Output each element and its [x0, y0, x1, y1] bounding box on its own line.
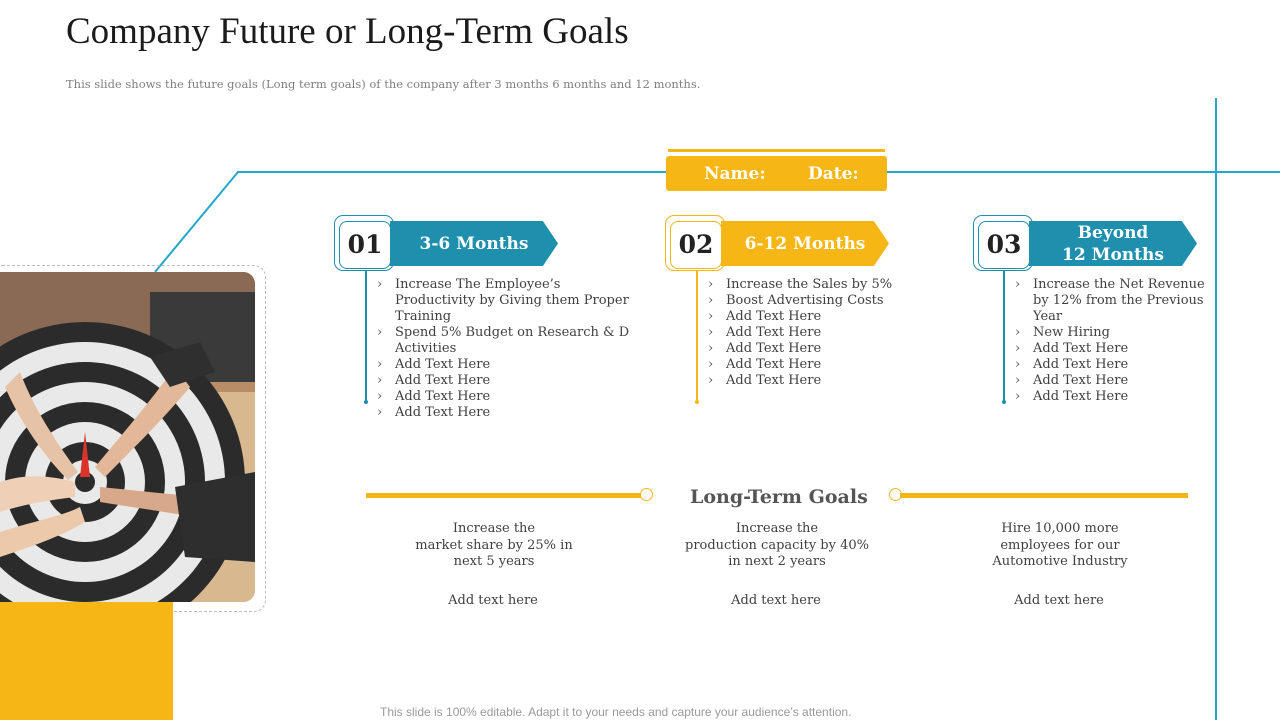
goal-3-add-text: Add text here	[1014, 593, 1104, 608]
list-item: Add Text Here	[1013, 373, 1213, 389]
long-term-goals-heading: Long-Term Goals	[690, 486, 868, 508]
goal-1-line-3: next 5 years	[453, 554, 535, 569]
top-horizontal-line-right	[887, 171, 1280, 173]
diagonal-line	[154, 171, 239, 273]
goal-2-line-3: in next 2 years	[728, 554, 826, 569]
phase-2-list: Increase the Sales by 5% Boost Advertisi…	[706, 277, 926, 389]
phase-2-vline	[696, 270, 698, 402]
phase-2-end-dot	[694, 400, 699, 404]
phase-1-vline	[365, 270, 367, 402]
list-item: Boost Advertising Costs	[706, 293, 926, 309]
list-item: Add Text Here	[375, 389, 635, 405]
phase-1-label: 3-6 Months	[419, 233, 529, 254]
dartboard-hands-photo	[0, 272, 255, 602]
phase-3-end-dot	[1001, 400, 1006, 404]
list-item: Add Text Here	[706, 309, 926, 325]
yellow-accent-block	[0, 602, 173, 720]
goal-2-line-1: Increase the	[735, 521, 819, 536]
list-item: Increase the Net Revenue by 12% from the…	[1013, 277, 1213, 325]
phase-1-list: Increase The Employee’s Productivity by …	[375, 277, 635, 421]
goal-1-line-2: market share by 25% in	[415, 537, 573, 553]
right-vertical-line	[1215, 98, 1217, 720]
list-item: Add Text Here	[375, 373, 635, 389]
name-date-bar: Name: Date:	[666, 156, 887, 191]
page-subtitle: This slide shows the future goals (Long …	[66, 77, 701, 91]
phase-1-tag: 3-6 Months	[390, 221, 558, 266]
list-item: Add Text Here	[706, 325, 926, 341]
list-item: Add Text Here	[706, 357, 926, 373]
goal-3-line-3: Automotive Industry	[992, 554, 1128, 569]
top-horizontal-line	[237, 171, 667, 173]
goal-2-add-text: Add text here	[731, 593, 821, 608]
list-item: Add Text Here	[706, 341, 926, 357]
goal-1-line-1: Increase the	[452, 521, 536, 536]
list-item: Add Text Here	[706, 373, 926, 389]
page-title: Company Future or Long-Term Goals	[66, 11, 629, 52]
long-term-bar-left-end	[640, 488, 653, 501]
phase-2-tag: 6-12 Months	[721, 221, 889, 266]
list-item: Increase The Employee’s Productivity by …	[375, 277, 635, 325]
footer-note: This slide is 100% editable. Adapt it to…	[380, 705, 852, 719]
list-item: Add Text Here	[1013, 357, 1213, 373]
phase-3-tag: Beyond 12 Months	[1029, 221, 1197, 266]
list-item: Add Text Here	[1013, 341, 1213, 357]
phase-3-label-line1: Beyond	[1077, 222, 1149, 243]
phase-2-number: 02	[670, 221, 722, 269]
name-label: Name:	[704, 164, 766, 184]
long-term-bar-left	[366, 493, 642, 498]
list-item: New Hiring	[1013, 325, 1213, 341]
date-label: Date:	[808, 164, 859, 184]
phase-3-vline	[1003, 270, 1005, 402]
list-item: Increase the Sales by 5%	[706, 277, 926, 293]
list-item: Add Text Here	[375, 405, 635, 421]
phase-1-end-dot	[363, 400, 368, 404]
list-item: Spend 5% Budget on Research & D Activiti…	[375, 325, 635, 357]
goal-3-text: Hire 10,000 more employees for our Autom…	[960, 521, 1160, 571]
list-item: Add Text Here	[1013, 389, 1213, 405]
name-bar-top-line	[668, 149, 885, 152]
goal-3-line-2: employees for our	[1000, 537, 1120, 553]
goal-1-add-text: Add text here	[448, 593, 538, 608]
phase-3-number: 03	[978, 221, 1030, 269]
goal-2-text: Increase the production capacity by 40% …	[677, 521, 877, 571]
goal-1-text: Increase the market share by 25% in next…	[394, 521, 594, 571]
phase-1-number: 01	[339, 221, 391, 269]
goal-3-line-1: Hire 10,000 more	[1001, 521, 1119, 536]
phase-2-label: 6-12 Months	[744, 233, 866, 254]
phase-3-list: Increase the Net Revenue by 12% from the…	[1013, 277, 1213, 405]
goal-2-line-2: production capacity by 40%	[685, 537, 869, 553]
long-term-bar-right	[900, 493, 1188, 498]
phase-3-label-line2: 12 Months	[1062, 244, 1164, 265]
list-item: Add Text Here	[375, 357, 635, 373]
